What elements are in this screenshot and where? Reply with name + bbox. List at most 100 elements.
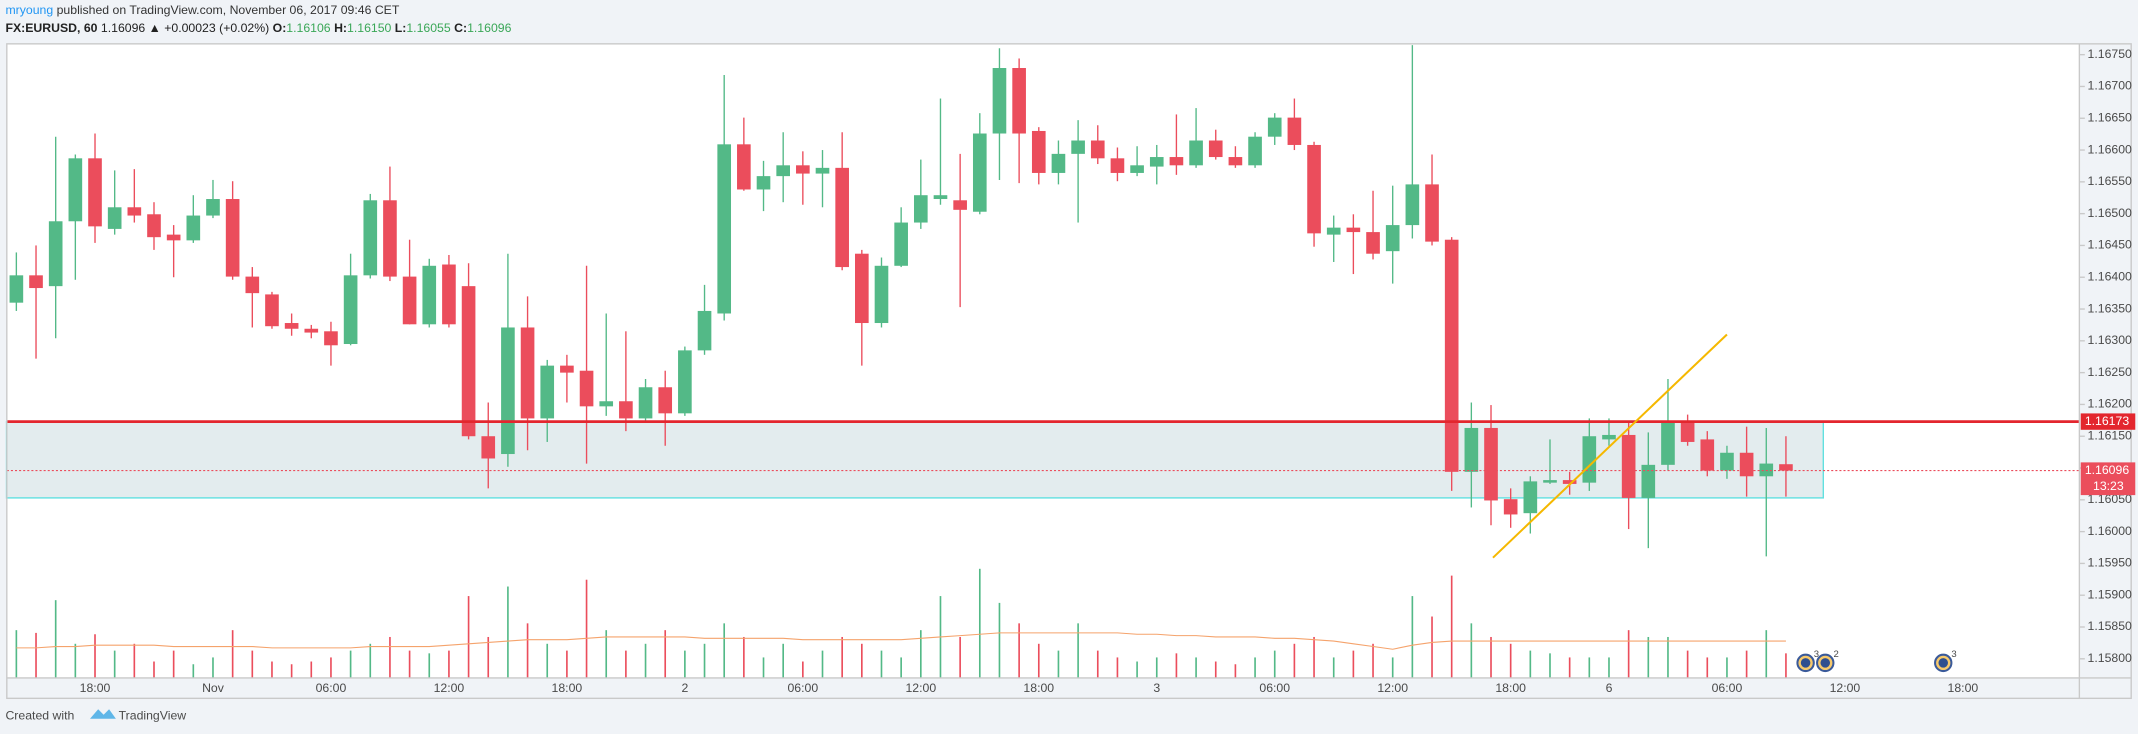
y-tick-label: 1.16050 <box>2088 492 2133 506</box>
volume-bar <box>389 636 391 678</box>
event-count: 3 <box>1814 649 1819 660</box>
candle-body <box>1523 481 1538 514</box>
volume-bar <box>1431 616 1433 678</box>
candle-body <box>206 199 220 216</box>
volume-bar <box>1726 657 1728 678</box>
volume-bar <box>1785 653 1787 678</box>
candle-body <box>796 165 810 174</box>
volume-bar <box>1018 623 1020 678</box>
volume-bar <box>507 586 509 678</box>
candle-body <box>1425 184 1439 242</box>
candle-body <box>1444 239 1459 472</box>
o: 1.16106 <box>286 21 331 35</box>
candle-body <box>1307 144 1321 234</box>
candle-body <box>402 276 417 325</box>
volume-bar <box>408 650 411 678</box>
volume-bar <box>35 632 37 678</box>
volume-bar <box>369 643 372 678</box>
candle-body <box>1267 117 1282 137</box>
candle-body <box>1346 227 1361 233</box>
volume-bar <box>664 630 667 678</box>
volume-bar <box>1529 650 1532 678</box>
y-tick-label: 1.16300 <box>2088 333 2133 347</box>
volume-bar <box>94 634 96 678</box>
candle-body <box>1130 165 1144 173</box>
volume-ma-line <box>16 632 1786 650</box>
candle-body <box>363 200 378 276</box>
volume-bar <box>1214 661 1217 678</box>
volume-bar <box>74 643 77 678</box>
volume-bar <box>684 650 686 678</box>
y-tick-label: 1.16650 <box>2088 110 2133 124</box>
x-tick-label: 6 <box>1606 681 1613 695</box>
volume-bar <box>15 630 18 678</box>
candle-body <box>579 370 594 407</box>
candle-body <box>1071 140 1085 154</box>
volume-bar <box>1391 657 1394 678</box>
brand-icon <box>89 709 116 719</box>
volume-bar <box>762 657 765 678</box>
footer-brand[interactable]: TradingView <box>119 708 187 722</box>
event-icon-inner <box>1800 658 1811 668</box>
candle-body <box>383 200 397 277</box>
volume-bar <box>802 661 804 678</box>
zone <box>5 420 1824 499</box>
candle-body <box>1661 421 1675 465</box>
candle-body <box>1739 452 1754 477</box>
x-tick-label: 06:00 <box>787 681 818 695</box>
candle-body <box>835 167 849 268</box>
volume-bar <box>1352 650 1355 678</box>
candle-body <box>304 328 319 333</box>
candle-body <box>1543 480 1557 483</box>
volume-bar <box>1627 630 1630 678</box>
volume-bar <box>349 650 352 678</box>
candle-body <box>776 165 790 177</box>
event-count: 2 <box>1833 649 1838 660</box>
footer-created: Created with <box>5 708 74 722</box>
volume-bar <box>1588 657 1591 678</box>
volume-bar <box>703 643 706 678</box>
volume-bar <box>1745 650 1748 678</box>
y-tick-label: 1.16450 <box>2088 238 2133 252</box>
candle-body <box>1484 427 1498 501</box>
volume-bar <box>546 643 549 678</box>
volume-bar <box>1647 636 1650 678</box>
volume-bar <box>1254 657 1256 678</box>
y-tick-label: 1.16200 <box>2088 397 2133 411</box>
y-tick-label: 1.16550 <box>2088 174 2133 188</box>
volume-bar <box>1509 643 1512 678</box>
x-tick-label: 18:00 <box>552 681 583 695</box>
x-tick-label: 06:00 <box>316 681 347 695</box>
volume-bar <box>644 643 647 678</box>
volume-bar <box>1234 664 1237 678</box>
candle-body <box>1090 140 1105 159</box>
volume-bar <box>1332 657 1335 678</box>
candle-body <box>953 200 967 210</box>
volume-bar <box>566 650 568 678</box>
y-tick-label: 1.16700 <box>2088 79 2133 93</box>
volume-bar <box>1450 575 1453 678</box>
candle-body <box>1720 452 1734 471</box>
candle-body <box>658 387 673 414</box>
x-tick-label: 18:00 <box>1495 681 1526 695</box>
candle-body <box>520 327 535 419</box>
volume-bar <box>290 664 293 678</box>
candle-body <box>1248 136 1262 166</box>
candle-body <box>9 275 24 303</box>
h-label: H: <box>334 21 347 35</box>
candle-body <box>619 401 633 419</box>
volume-bar <box>1686 650 1689 678</box>
o-label: O: <box>273 21 287 35</box>
level-label: 1.16173 <box>2085 414 2130 428</box>
volume-bar <box>978 568 981 678</box>
x-tick-label: 2 <box>681 681 688 695</box>
volume-bar <box>821 650 824 678</box>
candle-body <box>913 195 928 223</box>
volume-bar <box>919 630 922 678</box>
candle-body <box>1031 130 1046 173</box>
x-tick-label: 18:00 <box>80 681 111 695</box>
candle-body <box>1582 436 1597 483</box>
candle-body <box>855 253 869 324</box>
y-tick-label: 1.15850 <box>2088 619 2133 633</box>
